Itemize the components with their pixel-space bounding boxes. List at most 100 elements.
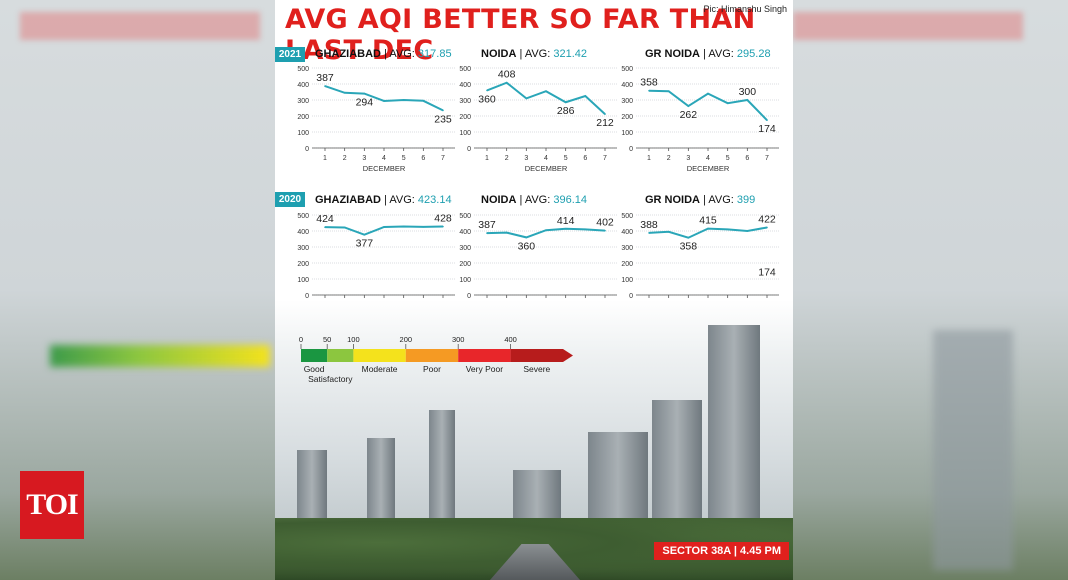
- y-tick-label: 100: [621, 277, 633, 284]
- data-label: 212: [596, 117, 614, 129]
- x-tick-label: 5: [726, 155, 730, 162]
- avg-label: AVG:: [708, 48, 734, 60]
- data-point: [746, 230, 749, 232]
- aqi-band: [510, 349, 573, 362]
- data-point: [525, 236, 528, 239]
- aqi-band: [458, 349, 511, 362]
- data-label: 408: [498, 69, 516, 81]
- year-badge-2021: 2021: [275, 47, 305, 62]
- data-point: [707, 92, 709, 95]
- x-tick-label: 1: [485, 155, 489, 162]
- blurred-scale: [50, 345, 270, 367]
- aqi-band-label: Severe: [523, 364, 550, 374]
- y-tick-label: 0: [629, 146, 633, 153]
- y-tick-label: 100: [621, 130, 633, 137]
- page-title: AVG AQI BETTER SO FAR THAN LAST DEC: [285, 4, 756, 66]
- data-label: 262: [680, 109, 698, 121]
- y-tick-label: 0: [629, 293, 633, 300]
- data-point: [505, 81, 508, 84]
- avg-label: AVG:: [389, 194, 415, 206]
- aqi-tick-label: 100: [347, 335, 360, 344]
- data-point: [545, 90, 547, 92]
- data-point: [343, 92, 346, 94]
- aqi-band-label: Very Poor: [466, 364, 503, 374]
- chart-header-grnoida-2021: GR NOIDA | AVG: 295.28: [645, 48, 771, 60]
- data-point: [667, 231, 670, 233]
- aqi-band-label: Moderate: [362, 364, 398, 374]
- y-tick-label: 300: [621, 98, 633, 105]
- data-point: [564, 227, 567, 230]
- data-point: [363, 233, 366, 236]
- avg-value: 399: [736, 194, 756, 206]
- aqi-tick-label: 300: [452, 335, 465, 344]
- data-point: [604, 229, 606, 232]
- y-tick-label: 400: [621, 229, 633, 236]
- aqi-tick-label: 200: [400, 335, 413, 344]
- data-point: [584, 228, 587, 231]
- x-axis-label: DECEMBER: [525, 164, 568, 173]
- data-label: 294: [356, 97, 374, 109]
- data-point: [687, 236, 690, 239]
- data-point: [363, 92, 366, 95]
- x-tick-label: 3: [362, 155, 366, 162]
- y-tick-label: 400: [297, 229, 309, 236]
- x-tick-label: 4: [382, 155, 386, 162]
- building: [367, 438, 395, 523]
- city-name: GR NOIDA: [645, 48, 700, 60]
- aqi-band-label: Satisfactory: [308, 374, 353, 384]
- data-point: [486, 232, 488, 234]
- y-tick-label: 100: [297, 130, 309, 137]
- building: [588, 432, 648, 527]
- data-label: 174: [758, 123, 776, 135]
- aqi-tick-label: 50: [323, 335, 331, 344]
- data-point: [422, 100, 425, 102]
- data-point: [525, 97, 528, 100]
- y-tick-label: 200: [297, 114, 309, 121]
- avg-value: 317.85: [417, 48, 452, 60]
- series-line: [486, 81, 606, 115]
- data-point: [746, 99, 749, 101]
- data-point: [383, 226, 385, 228]
- chart-header-ghaziabad-2021: GHAZIABAD | AVG: 317.85: [315, 48, 452, 60]
- data-label: 415: [699, 215, 717, 227]
- data-label: 358: [680, 241, 698, 253]
- avg-label: AVG:: [524, 194, 551, 206]
- data-label: 424: [316, 213, 334, 225]
- y-tick-label: 500: [297, 66, 309, 73]
- building: [297, 450, 327, 520]
- y-tick-label: 0: [467, 293, 471, 300]
- location-tag: SECTOR 38A | 4.45 PM: [654, 542, 789, 560]
- blurred-tower: [933, 330, 1013, 570]
- data-point: [402, 225, 405, 228]
- y-tick-label: 200: [459, 114, 471, 121]
- data-point: [505, 231, 508, 234]
- x-tick-label: 6: [583, 155, 587, 162]
- chart-header-ghaziabad-2020: GHAZIABAD | AVG: 423.14: [315, 194, 452, 206]
- y-tick-label: 0: [305, 146, 309, 153]
- line-chart-2: 0 100 200 300 400 500 1 2 3 4 5 6 7 DECEMBER 358 262 300…: [621, 66, 779, 173]
- data-point: [604, 113, 606, 115]
- x-tick-label: 7: [603, 155, 607, 162]
- y-tick-label: 100: [297, 277, 309, 284]
- data-point: [486, 89, 488, 92]
- data-point: [545, 229, 547, 231]
- data-point: [648, 232, 650, 234]
- aqi-tick-label: 0: [299, 335, 303, 344]
- data-point: [343, 226, 346, 229]
- y-tick-label: 500: [459, 213, 471, 220]
- avg-label: AVG:: [524, 48, 551, 60]
- data-point: [726, 102, 729, 104]
- y-tick-label: 500: [297, 213, 309, 220]
- x-axis-label: DECEMBER: [363, 164, 406, 173]
- building: [513, 470, 561, 525]
- y-tick-label: 300: [459, 98, 471, 105]
- avg-label: AVG:: [389, 48, 415, 60]
- x-tick-label: 1: [647, 155, 651, 162]
- data-label: 402: [596, 217, 614, 229]
- data-label: 387: [316, 72, 334, 84]
- y-tick-label: 500: [459, 66, 471, 73]
- city-name: NOIDA: [481, 194, 517, 206]
- series-line: [324, 85, 444, 112]
